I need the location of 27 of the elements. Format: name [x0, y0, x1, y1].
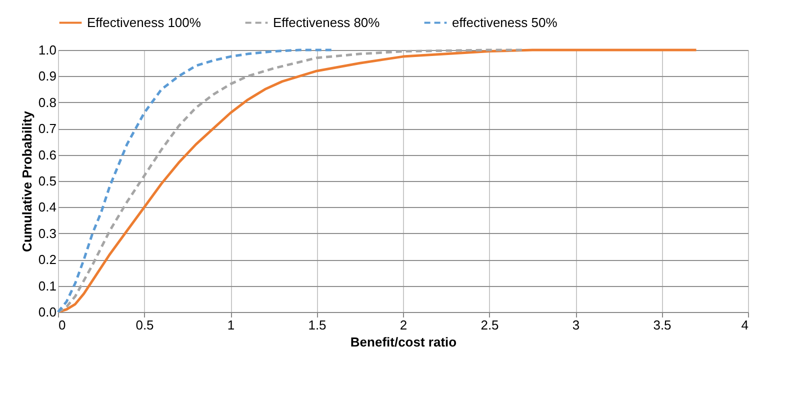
line-series — [56, 48, 525, 314]
y-tick-label: 0.1 — [38, 278, 56, 294]
x-axis-title: Benefit/cost ratio — [350, 334, 457, 350]
legend-label: Effectiveness 100% — [87, 14, 202, 30]
y-tick-label: 0.0 — [38, 304, 56, 320]
x-tick-label: 2.5 — [480, 318, 499, 332]
y-tick-label: 1.0 — [38, 42, 56, 58]
x-tick-label: 0.5 — [136, 318, 154, 332]
y-tick-label: 0.2 — [38, 252, 56, 268]
x-tick-label: 1 — [227, 318, 235, 332]
x-tick-label: 3 — [572, 318, 580, 332]
x-tick-label: 0 — [58, 318, 66, 332]
legend-label: effectiveness 50% — [452, 14, 558, 30]
y-tick-label: 0.9 — [38, 68, 56, 84]
y-tick-label: 0.6 — [38, 147, 56, 162]
y-axis-title: Cumulative Probability — [19, 110, 34, 252]
y-tick-label: 0.7 — [38, 121, 56, 136]
line-series — [56, 48, 698, 314]
legend-label: Effectiveness 80% — [273, 14, 380, 30]
y-tick-label: 0.5 — [38, 174, 56, 188]
y-tick-label: 0.8 — [38, 94, 56, 110]
x-tick-label: 1.5 — [308, 318, 326, 332]
x-tick-label: 2 — [400, 318, 408, 332]
x-tick-label: 4 — [741, 318, 748, 332]
y-tick-label: 0.3 — [38, 226, 56, 241]
y-tick-label: 0.4 — [38, 200, 56, 215]
x-tick-label: 3.5 — [653, 318, 672, 332]
